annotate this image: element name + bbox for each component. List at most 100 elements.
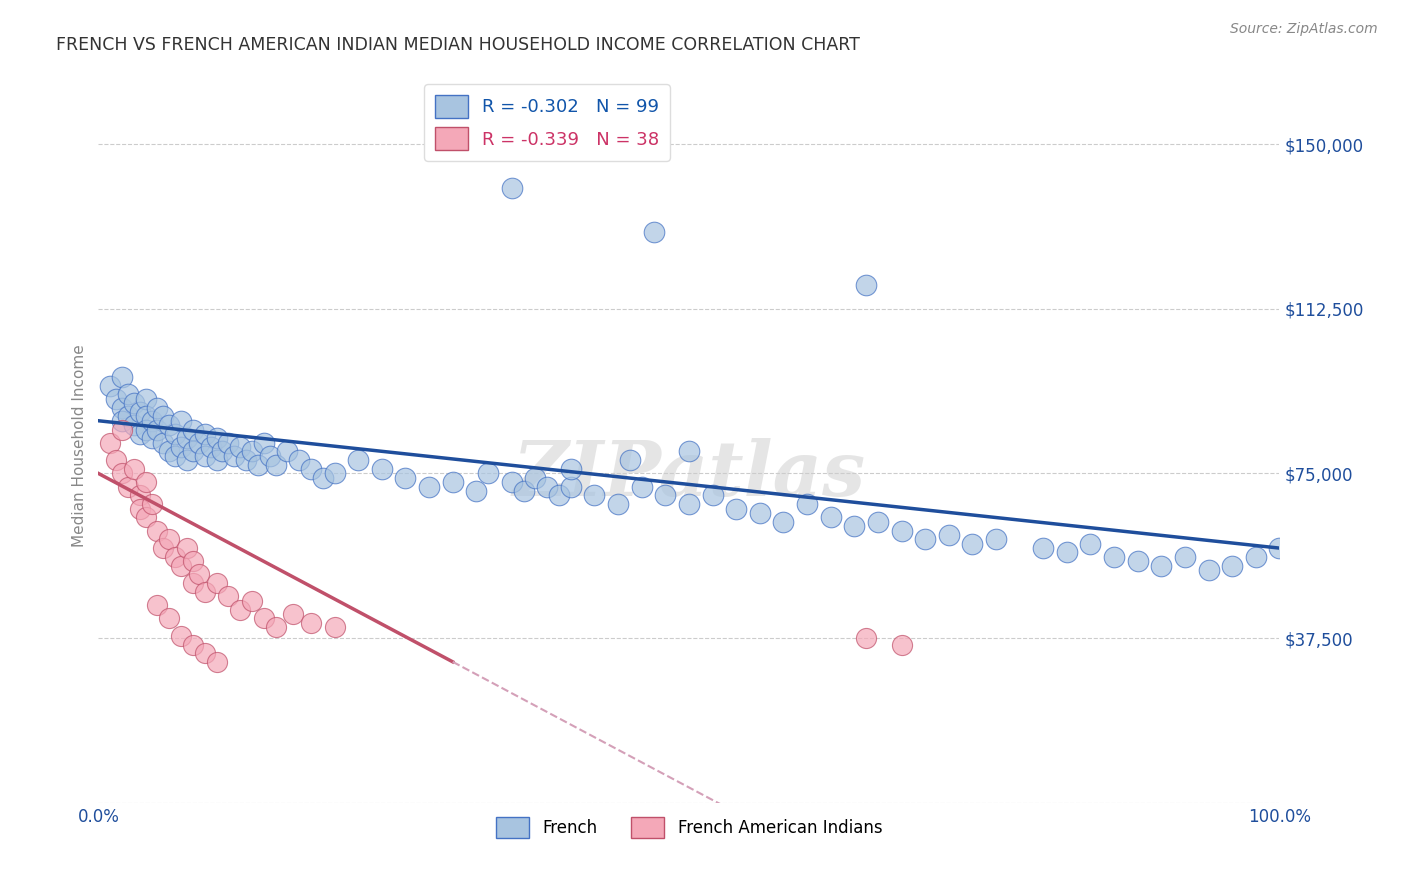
Point <box>152 541 174 555</box>
Point <box>560 480 582 494</box>
Point <box>146 598 169 612</box>
Point <box>187 435 209 450</box>
Point <box>117 480 139 494</box>
Point <box>678 444 700 458</box>
Point <box>194 585 217 599</box>
Point <box>229 440 252 454</box>
Point <box>1268 541 1291 555</box>
Point <box>512 483 534 498</box>
Point <box>205 453 228 467</box>
Point <box>211 444 233 458</box>
Point <box>205 576 228 591</box>
Legend: French, French American Indians: French, French American Indians <box>489 811 889 845</box>
Point <box>217 590 239 604</box>
Point <box>619 453 641 467</box>
Point <box>630 480 652 494</box>
Point <box>1080 537 1102 551</box>
Point <box>890 638 912 652</box>
Point <box>866 515 889 529</box>
Point <box>264 458 287 472</box>
Point <box>194 426 217 441</box>
Point <box>914 533 936 547</box>
Point <box>820 510 842 524</box>
Point <box>200 440 222 454</box>
Point <box>253 611 276 625</box>
Point <box>170 440 193 454</box>
Point <box>117 387 139 401</box>
Point <box>524 471 547 485</box>
Point <box>141 497 163 511</box>
Point <box>264 620 287 634</box>
Point <box>583 488 606 502</box>
Point <box>501 475 523 490</box>
Point <box>105 453 128 467</box>
Point <box>441 475 464 490</box>
Point <box>560 462 582 476</box>
Point <box>1220 558 1243 573</box>
Point <box>1198 563 1220 577</box>
Point <box>205 431 228 445</box>
Point <box>246 458 269 472</box>
Point <box>259 449 281 463</box>
Point <box>1102 549 1125 564</box>
Point <box>224 449 246 463</box>
Point <box>165 449 187 463</box>
Point <box>323 467 346 481</box>
Point <box>181 444 204 458</box>
Point <box>984 533 1007 547</box>
Point <box>135 510 157 524</box>
Point <box>548 488 571 502</box>
Point <box>181 423 204 437</box>
Point <box>135 409 157 424</box>
Point <box>194 647 217 661</box>
Point <box>176 541 198 555</box>
Point <box>157 444 180 458</box>
Point <box>128 405 150 419</box>
Point <box>299 615 322 630</box>
Point <box>194 449 217 463</box>
Point <box>170 558 193 573</box>
Point <box>772 515 794 529</box>
Point <box>678 497 700 511</box>
Point <box>536 480 558 494</box>
Point <box>312 471 335 485</box>
Point <box>702 488 724 502</box>
Point <box>165 426 187 441</box>
Point <box>146 401 169 415</box>
Text: Source: ZipAtlas.com: Source: ZipAtlas.com <box>1230 22 1378 37</box>
Point <box>141 414 163 428</box>
Point <box>796 497 818 511</box>
Point <box>128 501 150 516</box>
Point <box>135 475 157 490</box>
Point <box>938 528 960 542</box>
Point <box>176 453 198 467</box>
Y-axis label: Median Household Income: Median Household Income <box>72 344 87 548</box>
Point <box>157 533 180 547</box>
Point <box>299 462 322 476</box>
Point <box>157 611 180 625</box>
Point <box>229 602 252 616</box>
Point <box>105 392 128 406</box>
Point <box>170 629 193 643</box>
Point <box>122 418 145 433</box>
Point <box>135 423 157 437</box>
Point <box>962 537 984 551</box>
Text: FRENCH VS FRENCH AMERICAN INDIAN MEDIAN HOUSEHOLD INCOME CORRELATION CHART: FRENCH VS FRENCH AMERICAN INDIAN MEDIAN … <box>56 36 860 54</box>
Point <box>1174 549 1197 564</box>
Point <box>111 423 134 437</box>
Point <box>111 414 134 428</box>
Point <box>394 471 416 485</box>
Point <box>240 594 263 608</box>
Point <box>725 501 748 516</box>
Point <box>1056 545 1078 559</box>
Point <box>855 277 877 292</box>
Point <box>217 435 239 450</box>
Point <box>371 462 394 476</box>
Text: ZIPatlas: ZIPatlas <box>512 438 866 511</box>
Point <box>146 423 169 437</box>
Point <box>98 378 121 392</box>
Point <box>111 401 134 415</box>
Point <box>1032 541 1054 555</box>
Point <box>187 567 209 582</box>
Point <box>181 554 204 568</box>
